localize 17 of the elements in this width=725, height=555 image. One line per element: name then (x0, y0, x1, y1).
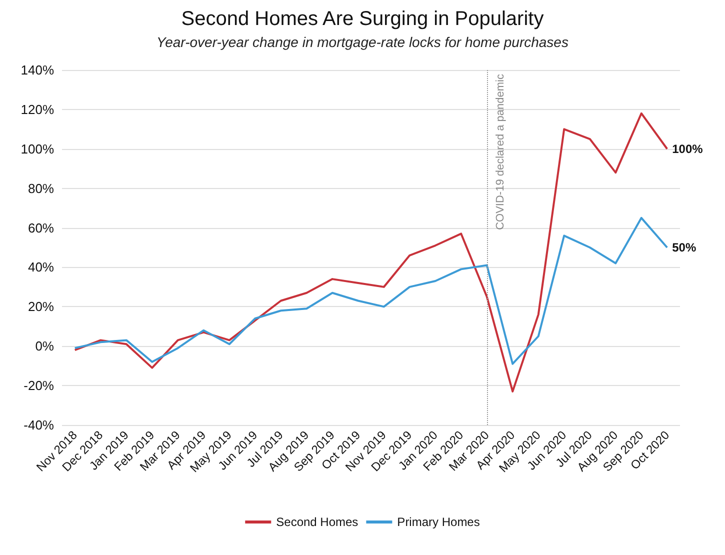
y-tick-label: 0% (35, 338, 54, 354)
data-label: 100% (672, 142, 704, 156)
y-tick-label: 80% (28, 180, 54, 196)
chart-subtitle: Year-over-year change in mortgage-rate locks for home purchases (156, 34, 568, 50)
data-label: 50% (672, 240, 696, 254)
y-tick-label: 140% (20, 62, 54, 78)
y-tick-label: -20% (24, 378, 54, 394)
ref-line-label: COVID-19 declared a pandemic (494, 74, 506, 230)
y-tick-label: -40% (24, 418, 54, 432)
legend-label: Second Homes (276, 515, 358, 529)
legend-label: Primary Homes (397, 515, 480, 529)
y-tick-label: 120% (20, 102, 54, 117)
y-tick-label: 60% (28, 220, 54, 236)
y-tick-label: 100% (20, 141, 54, 156)
y-tick-label: 20% (28, 299, 54, 314)
chart-title: Second Homes Are Surging in Popularity (181, 8, 544, 30)
y-tick-label: 40% (28, 260, 54, 275)
